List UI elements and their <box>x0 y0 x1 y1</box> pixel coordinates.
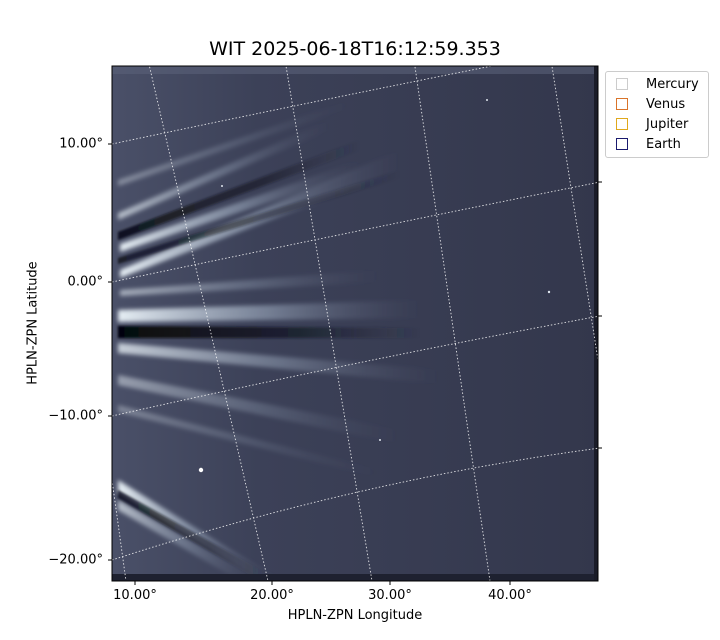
ytick-label: 0.00° <box>67 274 103 290</box>
legend-label: Mercury <box>646 76 699 92</box>
dark-bands <box>118 140 420 578</box>
plot-title: WIT 2025-06-18T16:12:59.353 <box>209 38 501 60</box>
xtick-label: 40.00° <box>488 588 532 603</box>
legend-label: Venus <box>646 96 686 112</box>
legend-item-mercury: Mercury <box>616 74 699 94</box>
xtick-label: 30.00° <box>368 588 412 603</box>
x-axis-label: HPLN-ZPN Longitude <box>287 608 423 623</box>
xtick-label: 10.00° <box>113 588 157 603</box>
ytick-label: 10.00° <box>59 136 103 152</box>
coronal-rays <box>118 100 440 581</box>
ytick-marks <box>108 143 602 561</box>
legend: Mercury Venus Jupiter Earth <box>605 71 709 158</box>
legend-swatch <box>616 98 628 110</box>
legend-item-jupiter: Jupiter <box>616 114 688 134</box>
image-area <box>112 66 598 581</box>
xtick-label: 20.00° <box>250 588 294 603</box>
legend-label: Jupiter <box>646 116 689 132</box>
legend-item-venus: Venus <box>616 94 685 114</box>
legend-swatch <box>616 138 628 150</box>
legend-item-earth: Earth <box>616 134 681 154</box>
xtick-marks <box>134 581 511 585</box>
legend-label: Earth <box>646 136 681 152</box>
ytick-label: −20.00° <box>48 552 103 568</box>
ytick-label: −10.00° <box>48 408 103 424</box>
y-axis-label: HPLN-ZPN Latitude <box>25 261 41 385</box>
coordinate-grid <box>112 66 598 581</box>
legend-swatch <box>616 118 628 130</box>
plot-frame <box>111 65 599 582</box>
legend-swatch <box>616 78 628 90</box>
